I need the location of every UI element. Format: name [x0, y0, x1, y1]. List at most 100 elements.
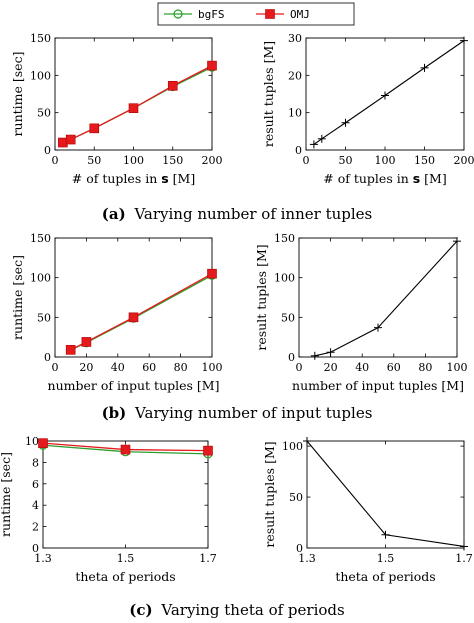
caption-a: (a) Varying number of inner tuples	[102, 205, 372, 223]
x-tick-label: 100	[375, 154, 396, 167]
y-tick-label: 30	[288, 32, 302, 45]
x-tick-label: 0	[52, 361, 59, 374]
x-axis-label: theta of periods	[335, 569, 435, 584]
x-tick-label: 0	[52, 154, 59, 167]
caption-b-text: Varying number of input tuples	[134, 404, 372, 422]
y-tick-label: 8	[32, 456, 39, 469]
y-axis-label: runtime [sec]	[10, 52, 25, 137]
x-tick-label: 80	[418, 361, 432, 374]
series-line-result	[313, 40, 465, 145]
x-tick-label: 1.5	[117, 552, 135, 565]
y-tick-label: 6	[32, 478, 39, 491]
data-point-omj	[128, 312, 139, 323]
y-tick-label: 0	[288, 351, 295, 364]
x-tick-label: 1.3	[298, 552, 316, 565]
x-axis-label: # of tuples in s [M]	[323, 171, 446, 186]
y-tick-label: 0	[44, 144, 51, 157]
y-tick-label: 50	[281, 311, 295, 324]
y-tick-label: 0	[295, 144, 302, 157]
x-tick-label: 40	[355, 361, 369, 374]
data-point-omj	[89, 123, 100, 134]
x-tick-label: 1.5	[377, 552, 395, 565]
data-point-omj	[65, 134, 76, 145]
y-axis-label: result tuples [M]	[261, 41, 276, 147]
data-point-omj	[167, 80, 178, 91]
y-axis-label: result tuples [M]	[262, 441, 277, 547]
x-tick-label: 50	[339, 154, 353, 167]
series-line-result	[314, 240, 458, 357]
y-tick-label: 100	[282, 440, 303, 453]
plot-frame	[42, 440, 209, 549]
x-tick-label: 100	[202, 361, 223, 374]
data-point-omj	[203, 445, 213, 456]
x-axis-label-text: # of tuples in	[72, 171, 161, 186]
x-axis-label-text: theta of periods	[335, 569, 435, 584]
x-tick-label: 1.7	[199, 552, 217, 565]
data-point-omj	[81, 337, 92, 347]
y-tick-label: 0	[44, 351, 51, 364]
chart-a-right: 0 50 100 150 200 0 10 20 30 # of tuples in s [M] r…	[261, 32, 474, 186]
x-tick-label: 1.3	[34, 552, 52, 565]
y-axis-label: runtime [sec]	[10, 255, 25, 340]
x-tick-label: 20	[79, 361, 93, 374]
caption-c-letter: (c)	[129, 601, 152, 619]
data-point-omj	[65, 345, 76, 355]
y-tick-label: 50	[289, 491, 303, 504]
data-point-omj	[207, 268, 217, 279]
y-tick-label: 0	[296, 542, 303, 555]
data-point-omj	[128, 103, 139, 113]
x-tick-label: 80	[174, 361, 188, 374]
x-axis-label: number of input tuples [M]	[48, 378, 220, 393]
y-tick-label: 0	[32, 542, 39, 555]
series-line-omj	[70, 273, 213, 351]
x-tick-label: 100	[123, 154, 144, 167]
y-tick-label: 100	[30, 69, 51, 82]
x-tick-label: 100	[447, 361, 468, 374]
y-tick-label: 150	[30, 232, 51, 245]
caption-c-text: Varying theta of periods	[160, 601, 344, 619]
legend-marker-omj	[265, 9, 275, 19]
legend-item-bgfs: bgFS	[164, 8, 225, 21]
x-axis-label-text: number of input tuples [M]	[292, 378, 464, 393]
x-tick-label: 60	[142, 361, 156, 374]
data-point-omj	[207, 60, 217, 71]
y-tick-label: 50	[37, 107, 51, 120]
legend-label-bgfs: bgFS	[198, 8, 225, 21]
x-tick-label: 200	[202, 154, 223, 167]
x-axis-label-suffix: [M]	[169, 171, 196, 186]
x-tick-label: 0	[296, 361, 303, 374]
x-tick-label: 60	[387, 361, 401, 374]
data-point-omj	[38, 438, 48, 448]
x-axis-label-text: number of input tuples [M]	[48, 378, 220, 393]
legend-marker-bgfs	[173, 9, 183, 19]
x-axis-label-text: theta of periods	[75, 569, 175, 584]
x-axis-label-text: # of tuples in	[323, 171, 412, 186]
chart-c-left: 1.3 1.5 1.7 0 2 4 6 8 10 theta of periods runtime …	[0, 435, 217, 584]
x-axis-label: theta of periods	[75, 569, 175, 584]
caption-b-letter: (b)	[102, 404, 127, 422]
x-axis-label-bold: s	[161, 171, 168, 186]
x-tick-label: 150	[414, 154, 435, 167]
y-tick-label: 150	[274, 232, 295, 245]
y-tick-label: 4	[32, 499, 39, 512]
y-tick-label: 2	[32, 521, 39, 534]
y-tick-label: 50	[37, 311, 51, 324]
x-axis-label-suffix: [M]	[420, 171, 447, 186]
y-tick-label: 100	[274, 272, 295, 285]
series-line-result	[306, 440, 465, 548]
y-axis-label: result tuples [M]	[254, 244, 269, 350]
plot-frame	[54, 237, 213, 358]
caption-a-text: Varying number of inner tuples	[133, 205, 372, 223]
caption-a-letter: (a)	[102, 205, 126, 223]
x-tick-label: 40	[111, 361, 125, 374]
y-tick-label: 150	[30, 32, 51, 45]
y-tick-label: 100	[30, 272, 51, 285]
legend-item-omj: OMJ	[256, 8, 310, 21]
y-axis-label: runtime [sec]	[0, 452, 13, 537]
x-axis-label: # of tuples in s [M]	[72, 171, 195, 186]
y-tick-label: 20	[288, 69, 302, 82]
x-tick-label: 0	[303, 154, 310, 167]
caption-b: (b) Varying number of input tuples	[102, 404, 373, 422]
chart-b-left: 0 20 40 60 80 100 0 50 100 150 number of input tup…	[10, 232, 223, 393]
